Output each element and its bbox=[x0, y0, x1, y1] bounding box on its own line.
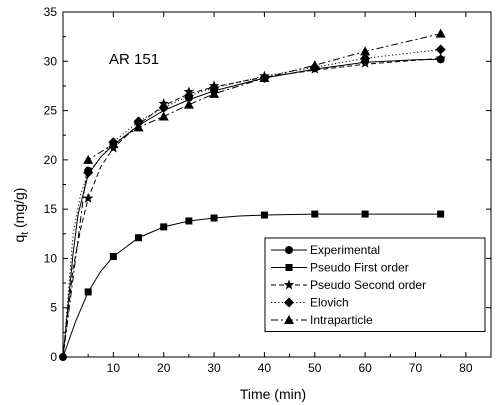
x-tick-label: 40 bbox=[258, 361, 272, 375]
data-point-elovich bbox=[183, 90, 194, 101]
legend-marker-experimental bbox=[285, 246, 293, 254]
legend-marker-elovich bbox=[284, 297, 294, 308]
data-point-pseudo-first-order bbox=[109, 252, 117, 260]
legend-box bbox=[264, 237, 486, 332]
data-point-pseudo-first-order bbox=[260, 211, 268, 219]
legend-label-experimental: Experimental bbox=[310, 243, 380, 257]
data-point-elovich bbox=[209, 82, 220, 93]
axis-ticks: 10 20 30 40 50 60 70 80 0 5 10 15 20 25 30 35 bbox=[44, 5, 491, 375]
data-point-intraparticle bbox=[309, 60, 320, 70]
data-point-elovich bbox=[133, 116, 144, 127]
legend: Experimental Pseudo First order Pseudo Sec… bbox=[264, 237, 486, 332]
y-axis-label: qt (mg/g) bbox=[11, 188, 31, 243]
y-tick-label: 5 bbox=[50, 301, 57, 315]
x-tick-label: 20 bbox=[157, 361, 171, 375]
data-point-pseudo-first-order bbox=[311, 210, 319, 218]
legend-label-intraparticle: Intraparticle bbox=[310, 313, 373, 327]
data-point-intraparticle bbox=[158, 111, 169, 121]
data-point-pseudo-second-order bbox=[435, 52, 446, 63]
y-tick-label: 35 bbox=[44, 5, 58, 19]
data-point-pseudo-second-order bbox=[82, 192, 94, 203]
data-point-elovich bbox=[83, 167, 94, 178]
data-point-elovich bbox=[435, 44, 446, 55]
legend-label-pseudo-second-order: Pseudo Second order bbox=[310, 278, 426, 292]
y-tick-label: 25 bbox=[44, 104, 58, 118]
data-point-pseudo-first-order bbox=[437, 210, 445, 218]
y-axis-label-unit: (mg/g) bbox=[11, 188, 27, 232]
series-line-pseudo-second-order bbox=[62, 57, 441, 358]
data-point-pseudo-first-order bbox=[160, 223, 168, 231]
data-point-intraparticle bbox=[435, 28, 446, 38]
y-tick-label: 15 bbox=[44, 202, 58, 216]
data-point-elovich bbox=[360, 53, 371, 64]
y-tick-label: 20 bbox=[44, 153, 58, 167]
x-axis-label: Time (min) bbox=[240, 386, 306, 402]
y-tick-label: 10 bbox=[44, 251, 58, 265]
legend-marker-intraparticle bbox=[284, 315, 294, 324]
x-tick-label: 50 bbox=[308, 361, 322, 375]
series-markers bbox=[59, 28, 446, 361]
y-tick-label: 0 bbox=[50, 350, 57, 364]
data-point-pseudo-first-order bbox=[361, 210, 369, 218]
x-tick-label: 60 bbox=[358, 361, 372, 375]
data-point-pseudo-first-order bbox=[135, 234, 143, 242]
y-axis-label-sub: t bbox=[20, 232, 31, 235]
legend-marker-pseudo-second-order bbox=[283, 279, 295, 290]
data-point-intraparticle bbox=[259, 73, 270, 83]
x-tick-label: 70 bbox=[409, 361, 423, 375]
data-point-intraparticle bbox=[108, 139, 119, 149]
data-point-elovich bbox=[158, 102, 169, 113]
data-point-experimental bbox=[59, 353, 67, 361]
data-point-intraparticle bbox=[83, 154, 94, 164]
y-tick-label: 30 bbox=[44, 54, 58, 68]
legend-marker-pseudo-first-order bbox=[285, 264, 293, 271]
x-tick-label: 30 bbox=[207, 361, 221, 375]
data-point-intraparticle bbox=[133, 122, 144, 132]
y-axis-label-main: q bbox=[11, 235, 27, 243]
data-point-pseudo-first-order bbox=[185, 217, 193, 225]
data-point-intraparticle bbox=[183, 99, 194, 109]
data-point-intraparticle bbox=[209, 88, 220, 98]
data-point-pseudo-first-order bbox=[84, 288, 92, 296]
chart-annotation: AR 151 bbox=[109, 51, 159, 68]
legend-label-pseudo-first-order: Pseudo First order bbox=[310, 261, 409, 275]
x-tick-label: 80 bbox=[459, 361, 473, 375]
legend-label-elovich: Elovich bbox=[310, 296, 349, 310]
data-point-pseudo-first-order bbox=[210, 214, 218, 222]
x-tick-label: 10 bbox=[107, 361, 121, 375]
data-point-intraparticle bbox=[360, 46, 371, 56]
